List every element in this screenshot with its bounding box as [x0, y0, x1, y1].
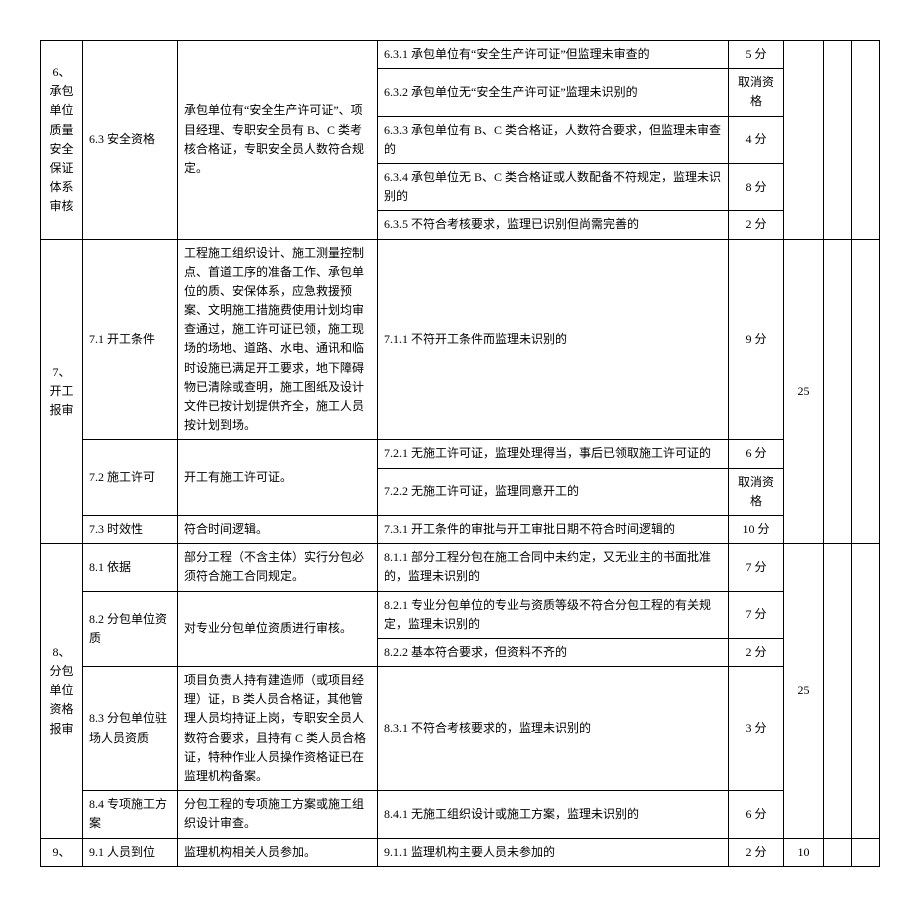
score-8-4-1: 6 分 [729, 791, 784, 838]
blank-8-a [824, 544, 852, 838]
total-8: 25 [784, 544, 824, 838]
detail-8-2-1: 8.2.1 专业分包单位的专业与资质等级不符合分包工程的有关规定，监理未识别的 [378, 591, 729, 638]
blank-6-a [824, 41, 852, 240]
score-6-3-3: 4 分 [729, 116, 784, 163]
total-9: 10 [784, 838, 824, 866]
detail-6-3-1: 6.3.1 承包单位有“安全生产许可证”但监理未审查的 [378, 41, 729, 69]
detail-8-3-1: 8.3.1 不符合考核要求的，监理未识别的 [378, 667, 729, 791]
req-8-3: 项目负责人持有建造师（或项目经理）证，B 类人员合格证，其他管理人员均持证上岗，… [178, 667, 378, 791]
detail-7-2-2: 7.2.2 无施工许可证，监理同意开工的 [378, 468, 729, 515]
req-6-3: 承包单位有“安全生产许可证”、项目经理、专职安全员有 B、C 类考核合格证，专职… [178, 41, 378, 240]
total-6 [784, 41, 824, 240]
score-7-1-1: 9 分 [729, 239, 784, 440]
score-6-3-4: 8 分 [729, 163, 784, 210]
score-6-3-5: 2 分 [729, 211, 784, 239]
section-8-title: 8、分包单位资格报审 [41, 544, 83, 838]
score-8-2-1: 7 分 [729, 591, 784, 638]
detail-8-2-2: 8.2.2 基本符合要求，但资料不齐的 [378, 638, 729, 666]
blank-8-b [852, 544, 880, 838]
total-7: 25 [784, 239, 824, 544]
score-7-2-2: 取消资格 [729, 468, 784, 515]
item-9-1: 9.1 人员到位 [83, 838, 178, 866]
detail-9-1-1: 9.1.1 监理机构主要人员未参加的 [378, 838, 729, 866]
audit-table: 6、承包单位质量安全保证体系审核 6.3 安全资格 承包单位有“安全生产许可证”… [40, 40, 880, 867]
req-8-2: 对专业分包单位资质进行审核。 [178, 591, 378, 667]
score-8-1-1: 7 分 [729, 544, 784, 591]
detail-8-4-1: 8.4.1 无施工组织设计或施工方案，监理未识别的 [378, 791, 729, 838]
detail-7-2-1: 7.2.1 无施工许可证，监理处理得当，事后已领取施工许可证的 [378, 440, 729, 468]
req-7-1: 工程施工组织设计、施工测量控制点、首道工序的准备工作、承包单位的质、安保体系，应… [178, 239, 378, 440]
blank-9-b [852, 838, 880, 866]
blank-9-a [824, 838, 852, 866]
detail-6-3-5: 6.3.5 不符合考核要求，监理已识别但尚需完善的 [378, 211, 729, 239]
section-6-title: 6、承包单位质量安全保证体系审核 [41, 41, 83, 240]
blank-7-a [824, 239, 852, 544]
item-8-4: 8.4 专项施工方案 [83, 791, 178, 838]
item-7-3: 7.3 时效性 [83, 515, 178, 543]
item-6-3: 6.3 安全资格 [83, 41, 178, 240]
score-7-2-1: 6 分 [729, 440, 784, 468]
req-9-1: 监理机构相关人员参加。 [178, 838, 378, 866]
score-9-1-1: 2 分 [729, 838, 784, 866]
score-8-3-1: 3 分 [729, 667, 784, 791]
req-7-3: 符合时间逻辑。 [178, 515, 378, 543]
req-8-4: 分包工程的专项施工方案或施工组织设计审查。 [178, 791, 378, 838]
blank-7-b [852, 239, 880, 544]
score-6-3-2: 取消资格 [729, 69, 784, 116]
req-8-1: 部分工程（不含主体）实行分包必须符合施工合同规定。 [178, 544, 378, 591]
item-8-3: 8.3 分包单位驻场人员资质 [83, 667, 178, 791]
detail-7-3-1: 7.3.1 开工条件的审批与开工审批日期不符合时间逻辑的 [378, 515, 729, 543]
section-9-title: 9、 [41, 838, 83, 866]
detail-8-1-1: 8.1.1 部分工程分包在施工合同中未约定，又无业主的书面批准的，监理未识别的 [378, 544, 729, 591]
item-7-1: 7.1 开工条件 [83, 239, 178, 440]
section-7-title: 7、开工报审 [41, 239, 83, 544]
detail-6-3-3: 6.3.3 承包单位有 B、C 类合格证，人数符合要求，但监理未审查的 [378, 116, 729, 163]
req-7-2: 开工有施工许可证。 [178, 440, 378, 516]
score-7-3-1: 10 分 [729, 515, 784, 543]
score-6-3-1: 5 分 [729, 41, 784, 69]
detail-6-3-4: 6.3.4 承包单位无 B、C 类合格证或人数配备不符规定，监理未识别的 [378, 163, 729, 210]
item-8-2: 8.2 分包单位资质 [83, 591, 178, 667]
item-8-1: 8.1 依据 [83, 544, 178, 591]
detail-6-3-2: 6.3.2 承包单位无“安全生产许可证”监理未识别的 [378, 69, 729, 116]
item-7-2: 7.2 施工许可 [83, 440, 178, 516]
detail-7-1-1: 7.1.1 不符开工条件而监理未识别的 [378, 239, 729, 440]
blank-6-b [852, 41, 880, 240]
score-8-2-2: 2 分 [729, 638, 784, 666]
